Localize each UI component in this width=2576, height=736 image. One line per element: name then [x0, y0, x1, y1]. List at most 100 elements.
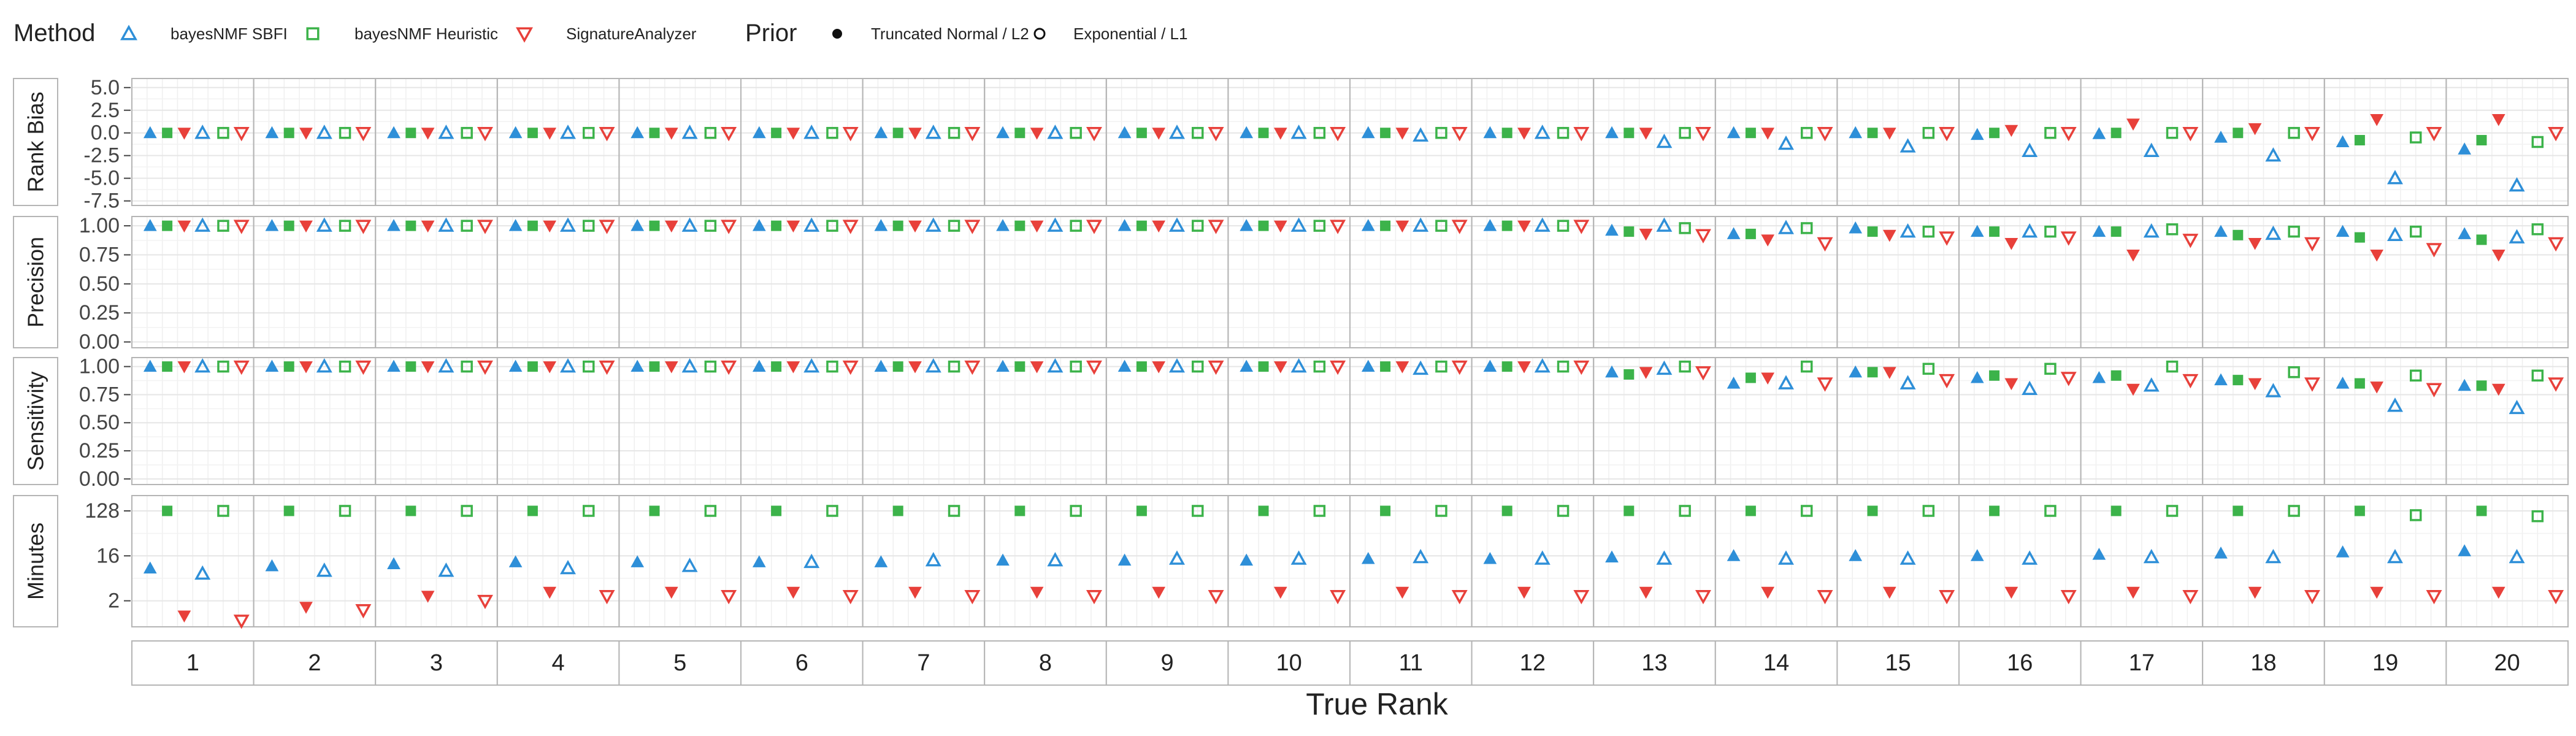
data-point: [1656, 133, 1673, 148]
data-point: [405, 505, 416, 516]
data-point: [177, 128, 191, 140]
data-point: [964, 126, 981, 142]
data-point: [1192, 505, 1204, 517]
data-point: [583, 126, 595, 139]
data-point: [2426, 383, 2442, 397]
data-point: [2336, 545, 2350, 558]
data-point: [1922, 126, 1935, 139]
facet-panel: [131, 78, 255, 206]
data-point: [631, 359, 645, 372]
data-point: [1169, 217, 1185, 232]
facet-panel: [862, 216, 986, 348]
data-point: [1573, 126, 1590, 142]
data-point: [664, 361, 678, 374]
data-point: [681, 125, 698, 139]
data-point: [1656, 217, 1673, 232]
data-point: [1639, 367, 1653, 379]
data-point: [1395, 586, 1409, 599]
facet-panel: [1714, 78, 1838, 206]
data-point: [2248, 378, 2262, 391]
data-point: [1656, 360, 1673, 375]
data-point: [1136, 505, 1147, 516]
data-point: [1192, 126, 1204, 139]
data-point: [1849, 549, 1863, 561]
data-point: [826, 505, 838, 517]
facet-panel: [1836, 216, 1960, 348]
facet-panel: [618, 495, 742, 627]
data-point: [1152, 361, 1166, 374]
facet-panel: [1593, 78, 1716, 206]
data-point: [1014, 361, 1025, 372]
row-strip-label: Sensitivity: [23, 371, 48, 470]
data-point: [1117, 219, 1132, 231]
data-point: [1313, 505, 1326, 517]
data-point: [1557, 360, 1570, 373]
data-point: [1679, 505, 1691, 517]
data-point: [508, 219, 523, 231]
data-point: [631, 219, 645, 231]
legend-method-title: Method: [13, 20, 95, 47]
data-point: [2458, 142, 2472, 155]
data-point: [1517, 586, 1531, 599]
data-point: [2387, 226, 2403, 242]
data-point: [1801, 505, 1813, 517]
data-point: [2336, 135, 2350, 147]
data-point: [2060, 126, 2077, 142]
data-point: [1152, 586, 1166, 599]
data-point: [721, 126, 737, 142]
data-point: [527, 361, 538, 372]
data-point: [299, 361, 313, 374]
data-point: [143, 359, 157, 372]
data-point: [1849, 126, 1863, 139]
facet-panel: [375, 216, 498, 348]
data-point: [543, 220, 557, 233]
data-point: [2265, 548, 2282, 564]
data-point: [1208, 220, 1224, 234]
data-point: [2548, 126, 2564, 142]
data-point: [421, 361, 435, 374]
data-point: [1413, 360, 1429, 375]
data-point: [2509, 177, 2525, 192]
data-point: [2248, 586, 2262, 599]
facet-panel: [131, 357, 255, 485]
data-point: [803, 553, 820, 569]
column-strip-label: 15: [1885, 650, 1911, 676]
data-point: [1867, 226, 1878, 237]
data-point: [1817, 237, 1833, 252]
data-point: [892, 361, 903, 372]
data-point: [194, 358, 211, 373]
data-point: [217, 126, 229, 139]
data-point: [1169, 125, 1185, 139]
column-strip: [2202, 640, 2325, 686]
y-tick-label: 0.00: [79, 331, 120, 354]
column-strip-label: 12: [1520, 650, 1546, 676]
data-point: [1534, 358, 1551, 373]
data-point: [233, 615, 250, 629]
y-tick-label: -2.5: [83, 144, 120, 167]
data-point: [2182, 374, 2199, 389]
column-strip-label: 9: [1161, 650, 1174, 676]
data-point: [2126, 118, 2140, 131]
data-point: [233, 360, 250, 375]
row-strip-label: Precision: [23, 237, 48, 328]
data-point: [1970, 128, 1984, 140]
data-point: [527, 128, 538, 139]
data-point: [2022, 380, 2038, 396]
facet-panel: [2445, 78, 2569, 206]
column-strip: [1471, 640, 1595, 686]
data-point: [1361, 219, 1375, 231]
facet-panel: [1349, 78, 1473, 206]
data-point: [2370, 586, 2384, 599]
x-axis-title: True Rank: [1306, 687, 1449, 721]
data-point: [908, 128, 922, 140]
data-point: [908, 586, 922, 599]
y-tick-label: 1.00: [79, 355, 120, 378]
facet-panel: [1227, 495, 1351, 627]
data-point: [1517, 128, 1531, 140]
data-point: [1435, 360, 1447, 373]
data-point: [1313, 360, 1326, 373]
data-point: [1136, 361, 1147, 372]
data-point: [355, 220, 372, 234]
data-point: [421, 591, 435, 603]
data-point: [143, 219, 157, 231]
